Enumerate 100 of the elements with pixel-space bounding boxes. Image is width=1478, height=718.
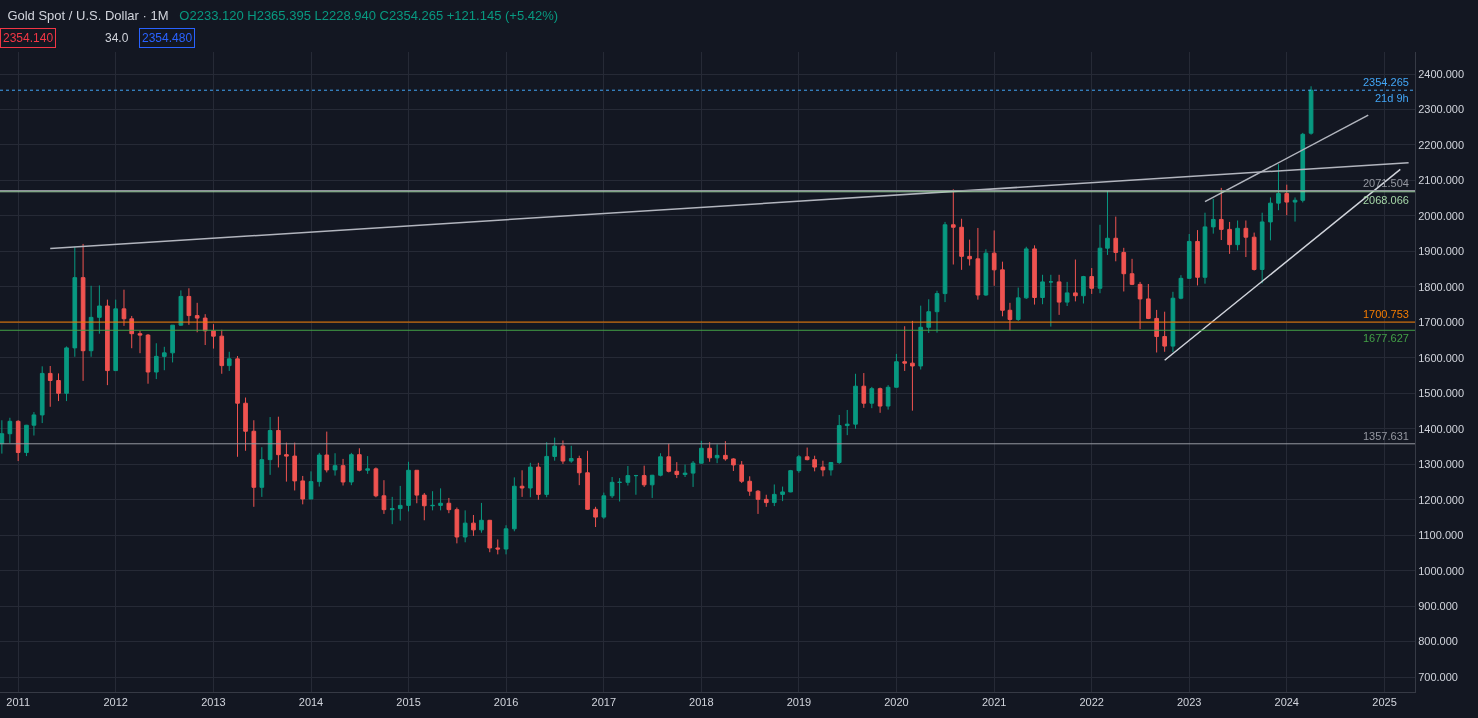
candlestick (1048, 274, 1054, 328)
x-tick-label: 2016 (493, 696, 519, 709)
y-tick-label: 1900.000 (1418, 245, 1465, 258)
candlestick (153, 342, 159, 380)
x-tick-label: 2020 (884, 696, 909, 709)
candlestick (828, 461, 834, 477)
candlestick (170, 324, 175, 363)
candlestick (97, 284, 102, 335)
candlestick (991, 229, 997, 287)
candlestick (1178, 274, 1184, 300)
y-tick-label: 1200.000 (1418, 493, 1465, 506)
candlestick (568, 445, 574, 464)
y-tick-label: 700.000 (1418, 670, 1458, 683)
candlestick (585, 450, 590, 511)
candlestick (1195, 229, 1200, 286)
candlestick (666, 443, 672, 473)
candlestick (1007, 302, 1013, 331)
candlestick (235, 355, 240, 458)
candlestick (357, 447, 362, 472)
candlestick (414, 469, 420, 504)
candlestick (194, 302, 200, 333)
candlestick (1105, 190, 1110, 256)
candlestick (1235, 220, 1240, 251)
candlestick (64, 345, 69, 402)
candlestick (113, 299, 119, 372)
candlestick (1268, 196, 1273, 241)
candlestick (1186, 233, 1192, 280)
candlestick (853, 373, 858, 430)
candlestick (161, 346, 167, 371)
y-tick-label: 1800.000 (1418, 280, 1465, 293)
candlestick (389, 496, 395, 525)
candlestick (552, 437, 557, 462)
candlestick (1243, 220, 1249, 258)
candlestick (178, 289, 184, 327)
y-tick-label: 1400.000 (1418, 422, 1465, 435)
candlestick (658, 452, 663, 477)
candlestick (1040, 274, 1045, 305)
candlestick (1251, 232, 1257, 272)
candlestick (373, 466, 379, 498)
candlestick (503, 524, 509, 555)
candlestick (340, 458, 346, 487)
candlestick (88, 285, 94, 358)
candlestick (145, 333, 151, 385)
candlestick (0, 419, 5, 455)
candlestick (24, 424, 29, 457)
annotation: 21d 9h (1375, 92, 1409, 104)
candlestick (276, 416, 281, 468)
candlestick (934, 290, 940, 334)
x-tick-label: 2021 (981, 696, 1007, 709)
x-tick-label: 2017 (591, 696, 617, 709)
candlestick (349, 452, 354, 486)
ref-line-label: 2068.066 (1363, 194, 1409, 206)
candlestick (869, 386, 875, 409)
x-tick-label: 2023 (1176, 696, 1202, 709)
candlestick (300, 475, 306, 505)
candlestick (1073, 259, 1078, 302)
candlestick (910, 320, 915, 412)
candlestick (1170, 291, 1176, 353)
candlestick (844, 409, 850, 436)
candlestick (479, 502, 484, 534)
candlestick (292, 442, 298, 491)
candlestick (714, 443, 720, 464)
candlestick (1056, 274, 1062, 316)
candlestick (967, 239, 972, 267)
candlestick (763, 494, 769, 508)
candlestick (633, 474, 639, 496)
candlestick (487, 519, 493, 553)
candlestick (1218, 187, 1224, 241)
candlestick (1023, 246, 1029, 300)
y-tick-label: 1500.000 (1418, 387, 1465, 400)
y-tick-label: 1300.000 (1418, 458, 1465, 471)
y-tick-label: 800.000 (1418, 635, 1458, 648)
x-tick-label: 2019 (786, 696, 812, 709)
x-tick-label: 2014 (298, 696, 324, 709)
y-tick-label: 2400.000 (1418, 67, 1465, 80)
candlestick (625, 465, 631, 487)
candlestick (72, 246, 78, 358)
x-tick-label: 2015 (396, 696, 421, 709)
candlestick (593, 506, 598, 528)
candlestick (31, 411, 37, 436)
candlestick (430, 490, 435, 511)
candlestick (674, 461, 680, 479)
candlestick (1292, 196, 1298, 223)
x-tick-label: 2024 (1274, 696, 1299, 709)
candlestick (1000, 261, 1005, 317)
candlestick (1032, 244, 1037, 306)
candlestick (649, 474, 655, 499)
candlestick (942, 221, 948, 303)
candlestick (820, 460, 826, 477)
candlestick (454, 507, 460, 544)
text: 2354.480 (142, 31, 193, 45)
candlestick (137, 330, 143, 354)
text: 34.0 (105, 31, 129, 45)
candlestick (1284, 184, 1290, 216)
candlestick (308, 470, 314, 500)
candlestick (780, 486, 785, 502)
candlestick (1308, 85, 1314, 136)
candlestick (219, 329, 225, 375)
candlestick (15, 419, 21, 462)
candlestick (877, 387, 883, 414)
